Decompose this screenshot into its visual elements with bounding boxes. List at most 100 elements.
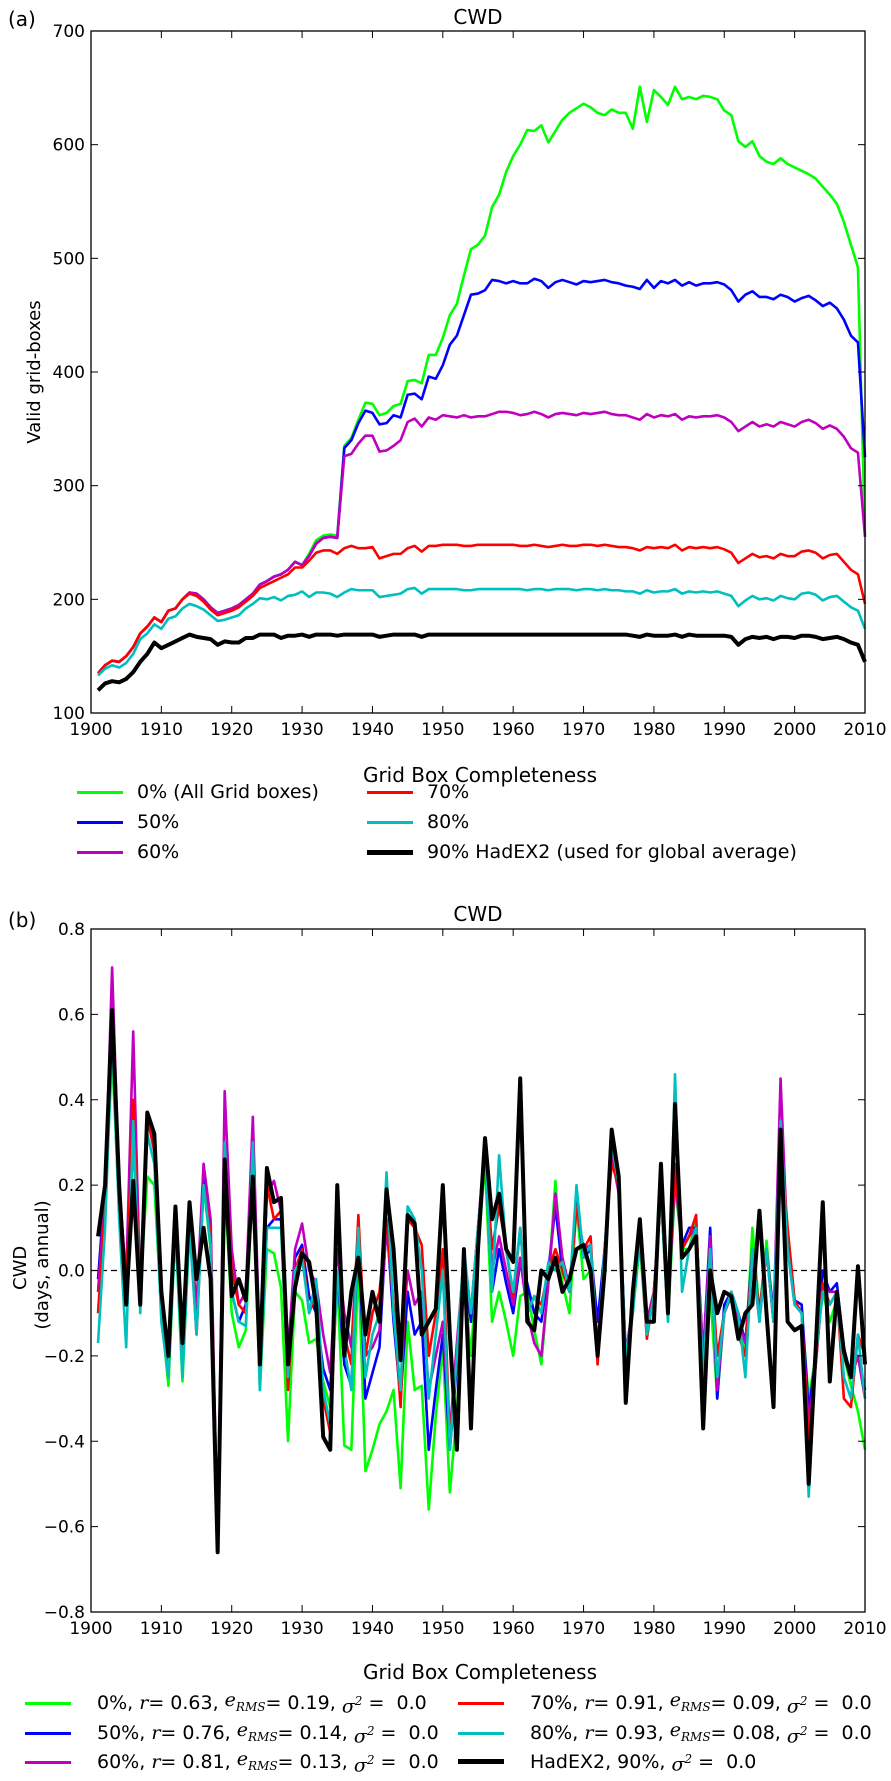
legend-swatch [367,820,413,824]
legend-sigma-symbol: σ2 [353,1723,375,1748]
legend-swatch [77,850,123,854]
y-tick-label: 300 [53,477,85,497]
legend-b-item: HadEX2, 90%, σ2 = 0.0 [458,1744,756,1779]
x-tick-label: 1970 [562,1619,605,1639]
legend-swatch [77,790,123,794]
chart-a-title: CWD [453,5,502,29]
legend-r-value: = 0.81, [160,1751,237,1774]
series-line-a-2 [97,410,867,675]
series-line-a-1 [97,277,867,675]
legend-sigma-symbol: σ2 [786,1723,808,1748]
legend-r-value: = 0.91, [593,1692,670,1715]
legend-swatch [367,790,413,794]
y-tick-label: 0.6 [58,1005,85,1025]
chart-b-plot: 1900 1910 1920 1930 1940 1950 1960 1970 1980 1990… [44,920,887,1639]
legend-b-item: 0%, r = 0.63, eRMS = 0.19, σ2 = 0.0 [25,1685,427,1722]
legend-label: 60% [137,841,180,863]
legend-r-value: = 0.76, [160,1722,237,1745]
y-tick-label: 500 [53,249,85,269]
y-tick-label: −0.2 [44,1347,85,1367]
legend-pct: 0%, [97,1692,140,1715]
x-tick-label: 1980 [632,1619,675,1639]
legend-r-symbol: r [139,1692,149,1715]
legend-erms-value: = 0.14, [277,1722,354,1745]
legend-a-item: 0% (All Grid boxes) [77,777,319,807]
legend-erms-value: = 0.19, [265,1692,342,1715]
x-tick-label: 1940 [351,720,394,740]
legend-a-item: 80% [367,807,469,837]
legend-label: 70% [427,781,470,803]
legend-erms-value: = 0.13, [277,1751,354,1774]
y-tick-label: 400 [53,363,85,383]
legend-b-item: 70%, r = 0.91, eRMS = 0.09, σ2 = 0.0 [458,1685,872,1722]
y-tick-label: 600 [53,136,85,156]
series-line-a-0 [97,85,867,675]
y-tick-label: 700 [53,22,85,42]
legend-sigma-symbol: σ2 [341,1693,363,1718]
legend-erms-symbol: eRMS [236,1748,278,1773]
y-tick-label: 200 [53,590,85,610]
y-tick-label: −0.4 [44,1432,85,1452]
legend-erms-value: = 0.09, [710,1692,787,1715]
legend-sigma-symbol: σ2 [786,1693,808,1718]
legend-erms-symbol: eRMS [224,1689,266,1714]
legend-pct: 50%, [97,1722,152,1745]
x-tick-label: 1940 [351,1619,394,1639]
legend-swatch [77,820,123,824]
legend-r-symbol: r [584,1722,594,1745]
legend-sigma-value: = 0.0 [374,1722,439,1745]
x-tick-label: 1930 [280,1619,323,1639]
legend-sigma-value: = 0.0 [374,1751,439,1774]
legend-swatch [458,1731,504,1735]
y-tick-label: 0.4 [58,1091,85,1111]
legend-swatch [458,1759,504,1765]
legend-a-item: 60% [77,837,179,867]
series-line-b-5 [96,1008,867,1555]
legend-b-item: 50%, r = 0.76, eRMS = 0.14, σ2 = 0.0 [25,1715,439,1752]
legend-erms-symbol: eRMS [669,1719,711,1744]
legend-erms-value: = 0.08, [710,1722,787,1745]
legend-b-item: 80%, r = 0.93, eRMS = 0.08, σ2 = 0.0 [458,1715,872,1752]
legend-label: 50% [137,811,180,833]
x-tick-label: 2000 [773,1619,816,1639]
legend-r-value: = 0.63, [148,1692,225,1715]
legend-label: 80% [427,811,470,833]
x-tick-label: 1960 [492,1619,535,1639]
legend-pct: 60%, [97,1751,152,1774]
x-tick-label: 1910 [140,720,183,740]
panel-label-b: (b) [8,908,36,932]
x-tick-label: 1950 [421,1619,464,1639]
legend-sigma-symbol: σ2 [353,1752,375,1777]
y-tick-label: −0.6 [44,1518,85,1538]
plot-frame [90,30,866,714]
legend-a-item: 70% [367,777,469,807]
x-tick-label: 1920 [210,1619,253,1639]
series-line-a-4 [97,586,867,677]
legend-sigma-value: = 0.0 [362,1692,427,1715]
legend-sigma-value: = 0.0 [692,1750,757,1773]
legend-sigma-value: = 0.0 [807,1692,872,1715]
chart-b-ylabel: CWD (days, annual) [10,1200,53,1329]
legend-sigma-symbol: σ2 [671,1752,693,1776]
x-tick-label: 1950 [421,720,464,740]
y-tick-label: 0.0 [58,1262,85,1282]
chart-b-title: CWD [453,902,502,926]
x-tick-label: 1970 [562,720,605,740]
legend-erms-symbol: eRMS [669,1689,711,1714]
legend-label: 0% (All Grid boxes) [137,781,319,803]
legend-swatch [458,1701,504,1705]
series-line-a-5 [96,632,867,692]
y-tick-label: 100 [53,704,85,724]
legend-b-item: 60%, r = 0.81, eRMS = 0.13, σ2 = 0.0 [25,1744,439,1781]
x-tick-label: 2010 [843,1619,886,1639]
x-tick-label: 1920 [210,720,253,740]
chart-b-ylabel-line2: (days, annual) [32,1200,53,1329]
x-tick-label: 1900 [69,1619,112,1639]
y-tick-label: −0.8 [44,1603,85,1623]
chart-a-ylabel: Valid grid-boxes [24,300,45,443]
panel-label-a: (a) [8,7,36,31]
y-tick-label: 0.8 [58,920,85,940]
x-tick-label: 1990 [703,1619,746,1639]
series-line-a-3 [97,543,867,675]
